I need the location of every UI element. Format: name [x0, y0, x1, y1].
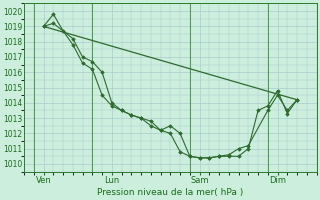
X-axis label: Pression niveau de la mer( hPa ): Pression niveau de la mer( hPa ) — [97, 188, 244, 197]
